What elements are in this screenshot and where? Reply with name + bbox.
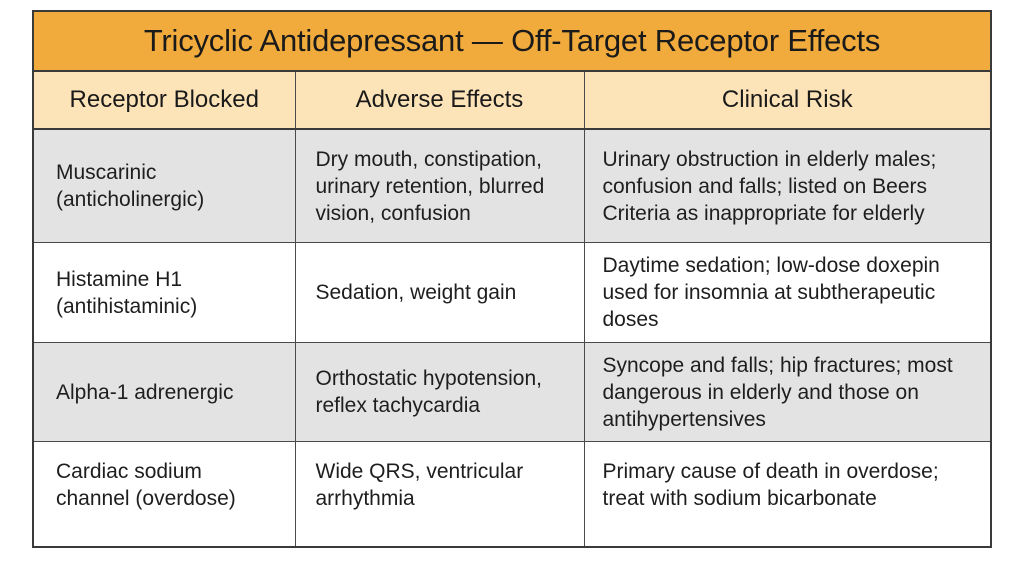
receptor-cell: Cardiac sodium channel (overdose)	[34, 441, 296, 546]
header-clinical-risk: Clinical Risk	[584, 72, 990, 130]
receptor-qualifier: (anticholinergic)	[56, 188, 205, 211]
receptor-name: Alpha-1 adrenergic	[56, 380, 234, 404]
receptor-name: Cardiac sodium	[56, 460, 202, 483]
receptor-qualifier: channel (overdose)	[56, 487, 236, 510]
header-row: Receptor Blocked Adverse Effects Clinica…	[34, 72, 990, 130]
header-receptor-blocked: Receptor Blocked	[34, 72, 296, 130]
clinical-risk-cell: Urinary obstruction in elderly males; co…	[584, 129, 990, 243]
adverse-effects-cell: Sedation, weight gain	[295, 242, 585, 343]
table-title: Tricyclic Antidepressant — Off-Target Re…	[34, 12, 990, 72]
adverse-effects-cell: Dry mouth, constipation, urinary retenti…	[295, 129, 585, 243]
adverse-effects-cell: Wide QRS, ventricular arrhythmia	[295, 441, 585, 546]
receptor-qualifier: (antihistaminic)	[56, 294, 198, 318]
receptor-cell: Muscarinic (anticholinergic)	[34, 129, 296, 243]
receptor-cell: Histamine H1 (antihistaminic)	[34, 242, 296, 343]
clinical-risk-cell: Daytime sedation; low-dose doxepin used …	[584, 242, 990, 343]
table-row: Muscarinic (anticholinergic) Dry mouth, c…	[34, 129, 990, 243]
receptor-table-grid: Receptor Blocked Adverse Effects Clinica…	[34, 72, 990, 546]
table-row: Histamine H1 (antihistaminic) Sedation, w…	[34, 242, 990, 343]
clinical-risk-cell: Syncope and falls; hip fractures; most d…	[584, 342, 990, 442]
adverse-effects-cell: Orthostatic hypotension, reflex tachycar…	[295, 342, 585, 442]
receptor-name: Histamine H1	[56, 267, 183, 291]
table-row: Alpha-1 adrenergic Orthostatic hypotensi…	[34, 342, 990, 442]
table-row: Cardiac sodium channel (overdose) Wide QR…	[34, 441, 990, 546]
clinical-risk-cell: Primary cause of death in overdose; trea…	[602, 460, 939, 510]
header-adverse-effects: Adverse Effects	[295, 72, 585, 130]
receptor-effects-table: Tricyclic Antidepressant — Off-Target Re…	[32, 10, 992, 548]
receptor-name: Muscarinic	[56, 161, 157, 184]
receptor-cell: Alpha-1 adrenergic	[34, 342, 296, 442]
